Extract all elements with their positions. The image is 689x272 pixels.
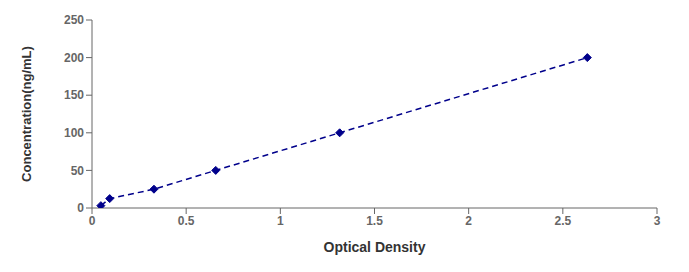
svg-text:250: 250 [64, 13, 84, 27]
svg-text:3: 3 [654, 214, 661, 228]
svg-text:2: 2 [465, 214, 472, 228]
svg-text:Concentration(ng/mL): Concentration(ng/mL) [19, 46, 34, 182]
svg-text:Optical Density: Optical Density [324, 239, 426, 255]
svg-text:0: 0 [77, 201, 84, 215]
svg-text:0.5: 0.5 [178, 214, 195, 228]
svg-text:50: 50 [71, 164, 85, 178]
svg-text:2.5: 2.5 [554, 214, 571, 228]
svg-text:1.5: 1.5 [366, 214, 383, 228]
svg-text:100: 100 [64, 126, 84, 140]
svg-text:1: 1 [277, 214, 284, 228]
svg-text:150: 150 [64, 88, 84, 102]
svg-text:0: 0 [89, 214, 96, 228]
svg-text:200: 200 [64, 51, 84, 65]
